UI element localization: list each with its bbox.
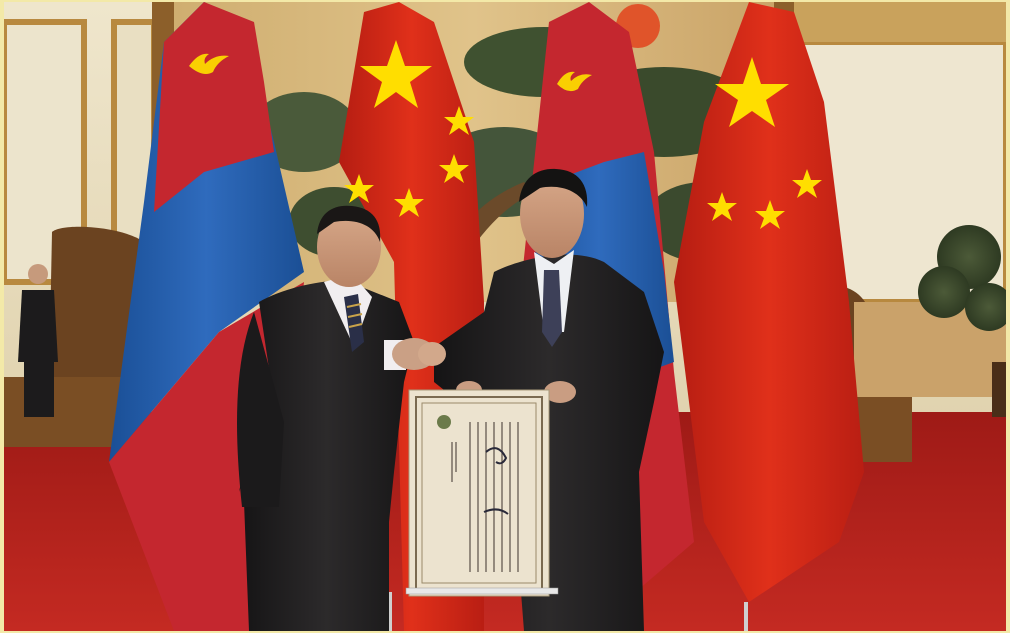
scroll-document [405, 389, 559, 597]
flag-pole [744, 602, 748, 631]
background-person [18, 264, 58, 417]
soyombo-emblem [189, 53, 229, 74]
soyombo-emblem [557, 71, 592, 92]
flag-pole [388, 592, 392, 631]
platform-right [854, 392, 912, 462]
scroll-emblem [437, 415, 451, 429]
potted-plant [918, 225, 1006, 417]
scroll-rod [405, 587, 559, 595]
diplomatic-meeting-photo [4, 2, 1006, 631]
handshake [392, 338, 446, 370]
photo-frame [4, 2, 1006, 631]
china-flag [674, 2, 864, 602]
signature [485, 447, 508, 465]
left-man [237, 205, 414, 631]
scroll-script [451, 422, 519, 572]
five-pointed-star [707, 57, 822, 229]
solid-tie [542, 270, 562, 347]
striped-tie [344, 294, 364, 352]
five-pointed-star [344, 40, 474, 217]
signature [483, 508, 509, 515]
carved-screen-left [49, 226, 149, 382]
